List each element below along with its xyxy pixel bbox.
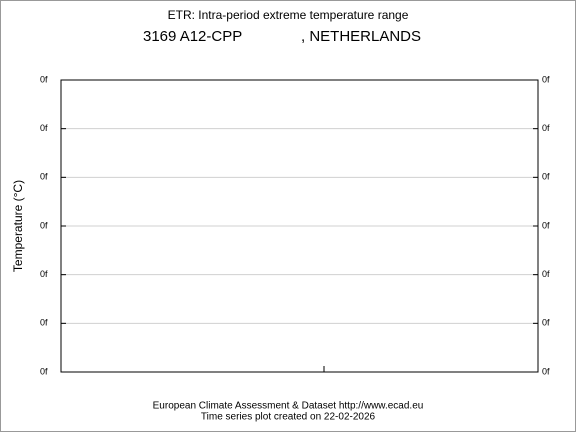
y-tick-label: 0f	[40, 269, 48, 279]
y2-tick-label: 0f	[542, 74, 550, 84]
y-tick-label: 0f	[40, 172, 48, 182]
y2-tick-label: 0f	[542, 123, 550, 133]
y-tick-label: 0f	[40, 123, 48, 133]
footer: Time series plot created on 22-02-2026	[201, 412, 376, 423]
y-tick-label: 0f	[40, 220, 48, 230]
y2-tick-label: 0f	[542, 318, 550, 328]
country: , NETHERLANDS	[301, 28, 421, 45]
chart-title: ETR: Intra-period extreme temperature ra…	[168, 8, 409, 22]
y2-tick-label: 0f	[542, 220, 550, 230]
y-tick-label: 0f	[40, 318, 48, 328]
y-tick-label: 0f	[40, 366, 48, 376]
y2-tick-label: 0f	[542, 269, 550, 279]
y2-tick-label: 0f	[542, 172, 550, 182]
y2-tick-label: 0f	[542, 366, 550, 376]
footer: European Climate Assessment & Dataset ht…	[153, 401, 424, 412]
y-axis-label: Temperature (°C)	[11, 180, 25, 272]
station: 3169 A12-CPP	[143, 28, 242, 45]
y-tick-label: 0f	[40, 74, 48, 84]
plot-area	[60, 79, 539, 373]
